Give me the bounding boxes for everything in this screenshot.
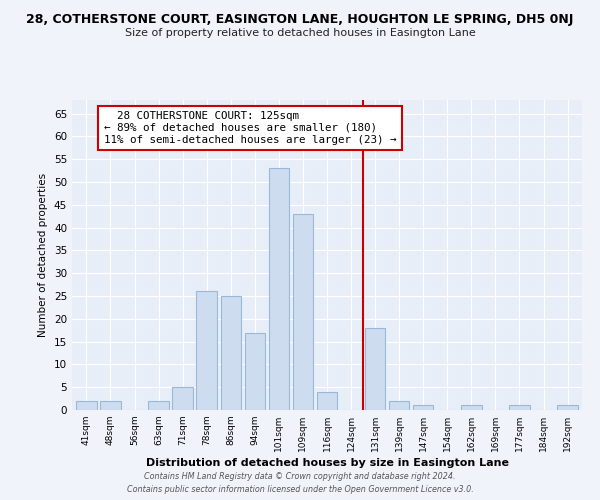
X-axis label: Distribution of detached houses by size in Easington Lane: Distribution of detached houses by size … [146,458,509,468]
Bar [461,406,482,410]
Bar [557,406,578,410]
Bar [196,292,217,410]
Bar [365,328,385,410]
Text: 28, COTHERSTONE COURT, EASINGTON LANE, HOUGHTON LE SPRING, DH5 0NJ: 28, COTHERSTONE COURT, EASINGTON LANE, H… [26,12,574,26]
Bar [76,401,97,410]
Y-axis label: Number of detached properties: Number of detached properties [38,173,49,337]
Bar [293,214,313,410]
Bar [172,387,193,410]
Bar [509,406,530,410]
Bar [413,406,433,410]
Bar [245,332,265,410]
Bar [221,296,241,410]
Text: Contains public sector information licensed under the Open Government Licence v3: Contains public sector information licen… [127,485,473,494]
Bar [148,401,169,410]
Text: Contains HM Land Registry data © Crown copyright and database right 2024.: Contains HM Land Registry data © Crown c… [144,472,456,481]
Bar [100,401,121,410]
Text: 28 COTHERSTONE COURT: 125sqm  
← 89% of detached houses are smaller (180)
11% of: 28 COTHERSTONE COURT: 125sqm ← 89% of de… [104,112,396,144]
Bar [269,168,289,410]
Bar [389,401,409,410]
Text: Size of property relative to detached houses in Easington Lane: Size of property relative to detached ho… [125,28,475,38]
Bar [317,392,337,410]
